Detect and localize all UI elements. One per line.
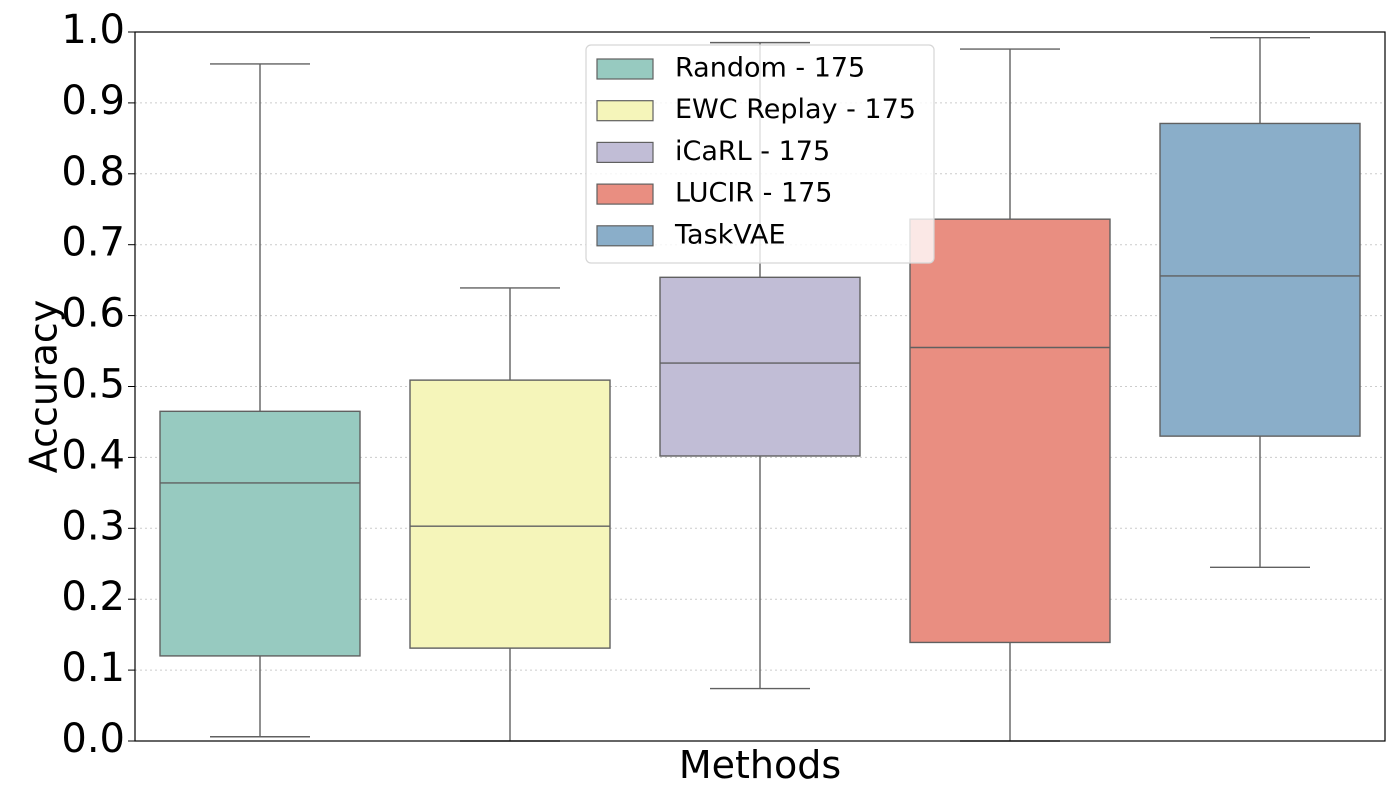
iqr-box[interactable] (909, 218, 1111, 644)
legend-label: iCaRL - 175 (675, 136, 830, 167)
iqr-box[interactable] (659, 276, 861, 457)
y-axis-ticks: 0.0 0.1 0.2 0.3 0.4 0.5 0.6 0.7 0.8 0.9 1.0 (61, 7, 135, 762)
legend-label: EWC Replay - 175 (675, 94, 916, 125)
legend[interactable]: Random - 175 EWC Replay - 175 iCaRL - 175 L… (585, 44, 935, 264)
legend-swatch (596, 183, 654, 205)
y-tick-label: 1.0 (61, 7, 125, 53)
box-1[interactable] (159, 63, 361, 738)
legend-label: LUCIR - 175 (675, 178, 832, 209)
legend-swatch (596, 141, 654, 163)
y-tick-label: 0.8 (61, 149, 125, 195)
y-tick-label: 0.0 (61, 716, 125, 762)
x-axis-label: Methods (679, 743, 841, 787)
iqr-box[interactable] (1159, 122, 1361, 437)
y-tick-label: 0.2 (61, 574, 125, 620)
legend-label: TaskVAE (674, 219, 786, 250)
legend-swatch (596, 100, 654, 122)
iqr-box[interactable] (409, 379, 611, 649)
y-tick-label: 0.3 (61, 503, 125, 549)
box-series (159, 36, 1361, 742)
y-axis-label: Accuracy (22, 300, 66, 474)
y-tick-label: 0.6 (61, 291, 125, 337)
y-tick-label: 0.5 (61, 362, 125, 408)
legend-swatch (596, 58, 654, 80)
legend-swatch (596, 225, 654, 247)
box-5[interactable] (1159, 36, 1361, 568)
legend-label: Random - 175 (675, 53, 865, 84)
iqr-box[interactable] (159, 410, 361, 657)
y-tick-label: 0.4 (61, 432, 125, 478)
y-tick-label: 0.1 (61, 645, 125, 691)
box-2[interactable] (409, 287, 611, 742)
y-tick-label: 0.7 (61, 220, 125, 266)
box-4[interactable] (909, 48, 1111, 742)
box-3[interactable] (659, 41, 861, 690)
y-tick-label: 0.9 (61, 78, 125, 124)
legend-frame (585, 44, 935, 264)
